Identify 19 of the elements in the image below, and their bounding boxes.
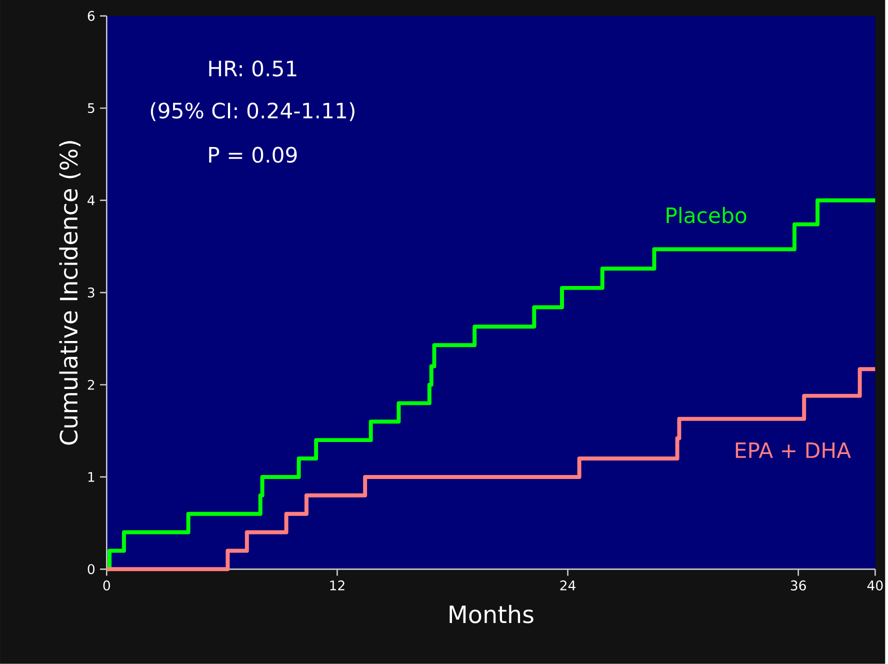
y-tick-label: 4: [88, 196, 95, 206]
x-axis-title: Months: [450, 604, 534, 624]
x-tick-label: 40: [867, 580, 883, 591]
annotation: (95% CI: 0.24-1.11): [150, 102, 354, 122]
series-label: Placebo: [666, 206, 746, 224]
y-tick-label: 0: [88, 564, 94, 574]
y-tick-label: 1: [88, 472, 94, 482]
y-tick-label: 5: [88, 103, 94, 114]
x-tick-label: 0: [103, 580, 110, 591]
x-tick-label: 36: [790, 580, 806, 591]
y-axis-title: Cumulative Incidence (%): [59, 141, 80, 445]
x-tick-label: 24: [560, 580, 576, 590]
annotation: HR: 0.51: [209, 60, 296, 77]
annotation: P = 0.09: [209, 146, 297, 163]
x-tick-label: 12: [330, 580, 344, 590]
y-tick-label: 6: [88, 10, 95, 22]
series-label: EPA + DHA: [736, 442, 851, 458]
y-tick-label: 2: [88, 380, 94, 390]
y-tick-label: 3: [88, 288, 94, 298]
